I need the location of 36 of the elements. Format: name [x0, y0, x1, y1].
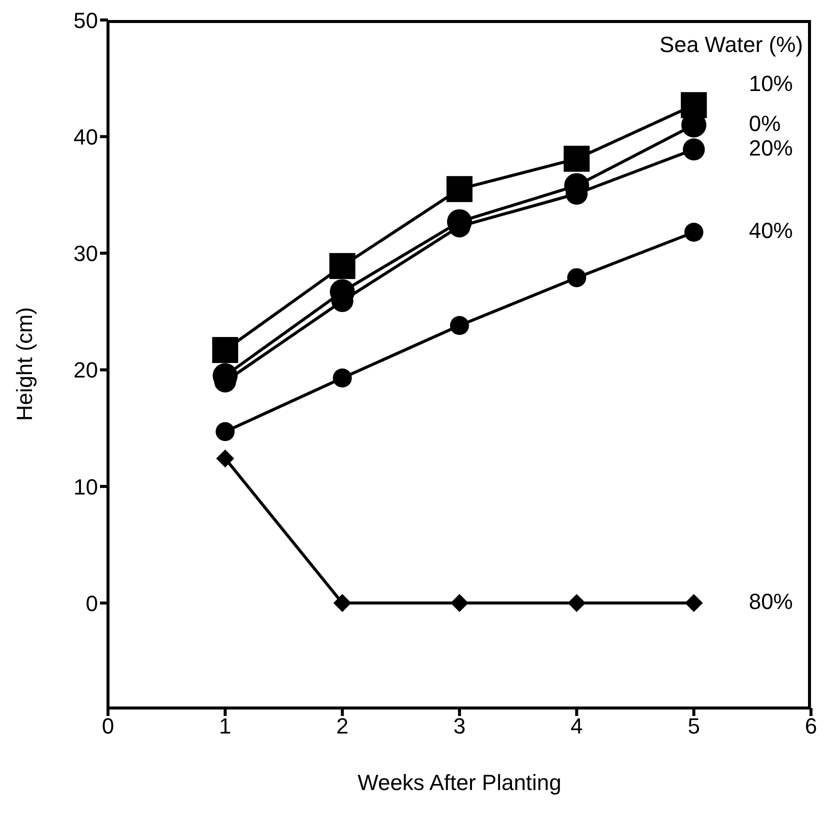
point — [329, 253, 356, 280]
x-tick-label: 0 — [102, 714, 114, 739]
x-tick-label: 6 — [804, 714, 818, 739]
point — [684, 594, 703, 612]
series-label: 10% — [748, 71, 793, 96]
point — [333, 594, 352, 612]
series-label: 0% — [748, 110, 781, 136]
x-axis-title: Weeks After Planting — [358, 770, 562, 795]
point — [216, 449, 234, 468]
y-tick-label: 20 — [74, 358, 98, 383]
x-tick-label: 5 — [688, 714, 700, 739]
point — [567, 268, 586, 288]
point — [216, 422, 235, 442]
y-tick-label: 10 — [74, 474, 98, 500]
point — [450, 316, 469, 336]
y-tick-label: 40 — [74, 124, 98, 150]
point — [568, 594, 586, 612]
point — [684, 222, 704, 242]
y-axis-title: Height (cm) — [12, 307, 37, 421]
point — [446, 176, 472, 202]
text: 80% — [748, 589, 793, 614]
point — [564, 146, 590, 172]
x-tick-label: 3 — [453, 714, 466, 739]
text: 40% — [748, 218, 793, 244]
point — [212, 337, 238, 364]
y-tick-label: 50 — [74, 8, 98, 33]
y-tick-label: 30 — [74, 241, 98, 266]
text: 20% — [748, 135, 793, 160]
x-tick-label: 1 — [219, 714, 232, 739]
x-tick-label: 2 — [336, 714, 348, 739]
point — [450, 594, 468, 612]
point — [682, 138, 705, 160]
y-tick-label: 0 — [86, 590, 98, 616]
legend-title: Sea Water (%) — [660, 32, 803, 58]
x-tick-label: 4 — [570, 714, 583, 739]
point — [332, 368, 352, 388]
